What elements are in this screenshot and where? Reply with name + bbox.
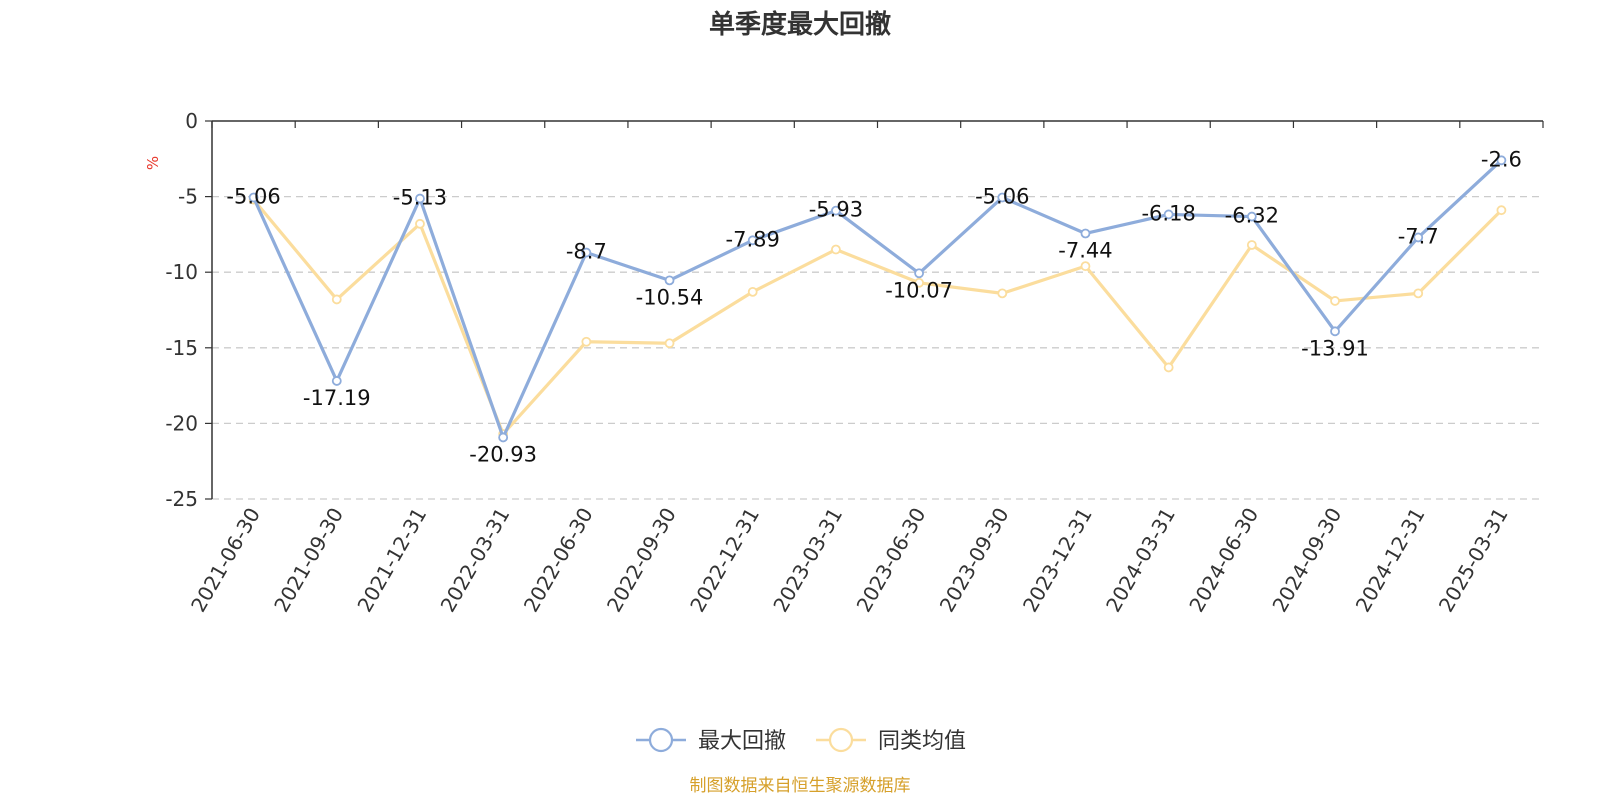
series-line <box>252 198 1503 436</box>
x-tick-label: 2021-06-30 <box>186 504 265 617</box>
data-labels: -5.06 -17.19 -5.13 -20.93 -8.7 -10.54 -7.89 -5.… <box>226 147 1521 466</box>
legend-label: 同类均值 <box>878 729 966 754</box>
data-label: -2.6 <box>1481 147 1522 171</box>
x-tick-label: 2024-06-30 <box>1184 504 1263 617</box>
legend-item[interactable]: 最大回撤 <box>636 727 786 754</box>
x-tick-label: 2023-06-30 <box>852 504 931 617</box>
x-tick-label: 2024-12-31 <box>1351 504 1430 617</box>
y-axis-unit-label: % <box>144 156 162 170</box>
legend-marker-icon <box>648 727 674 753</box>
data-point[interactable] <box>1496 155 1507 166</box>
data-point[interactable] <box>1080 228 1091 239</box>
series-2 <box>248 194 1507 439</box>
data-label: -7.7 <box>1398 224 1439 248</box>
data-label: -5.13 <box>393 186 447 210</box>
axes <box>211 120 1543 499</box>
y-axis-ticks: 0 -5 -10 -15 -20 -25 <box>165 109 212 511</box>
data-point[interactable] <box>664 338 675 349</box>
y-tick-label: -25 <box>165 487 198 511</box>
data-point[interactable] <box>581 336 592 347</box>
data-point[interactable] <box>415 193 425 204</box>
legend-label: 最大回撤 <box>698 729 786 754</box>
legend: 最大回撤 同类均值 <box>636 727 966 754</box>
data-label: -5.06 <box>226 185 280 209</box>
x-tick-label: 2024-09-30 <box>1267 504 1346 617</box>
y-tick-label: 0 <box>185 109 198 133</box>
grid-lines <box>212 195 1543 500</box>
y-tick-label: -15 <box>165 336 198 360</box>
data-point[interactable] <box>1080 261 1091 272</box>
data-point[interactable] <box>581 247 592 258</box>
legend-item[interactable]: 同类均值 <box>816 727 966 754</box>
data-label: -5.93 <box>809 198 863 222</box>
data-point[interactable] <box>1413 288 1424 299</box>
x-axis-ticks: 2021-06-30 2021-09-30 2021-12-31 2022-03-31… <box>186 121 1544 617</box>
x-tick-label: 2022-06-30 <box>519 504 598 617</box>
data-point[interactable] <box>1330 326 1340 337</box>
data-point[interactable] <box>1496 205 1507 216</box>
data-point[interactable] <box>747 235 758 246</box>
legend-marker-icon <box>828 727 854 753</box>
data-point[interactable] <box>415 218 425 229</box>
data-label: -20.93 <box>469 442 537 466</box>
data-point[interactable] <box>914 277 924 288</box>
y-tick-label: -5 <box>178 185 198 209</box>
data-point[interactable] <box>1163 362 1174 373</box>
x-tick-label: 2025-03-31 <box>1434 504 1513 617</box>
data-label: -6.18 <box>1141 201 1195 225</box>
x-tick-label: 2023-03-31 <box>768 504 847 617</box>
data-label: -10.07 <box>885 278 953 302</box>
series-line <box>252 159 1503 440</box>
data-point[interactable] <box>831 205 841 216</box>
data-label: -8.7 <box>566 240 607 264</box>
data-point[interactable] <box>914 268 924 279</box>
x-tick-label: 2022-03-31 <box>436 504 515 617</box>
series-1 <box>248 155 1507 443</box>
data-point[interactable] <box>331 376 342 386</box>
data-label: -6.32 <box>1225 204 1279 228</box>
data-label: -7.89 <box>726 227 780 251</box>
x-tick-label: 2021-12-31 <box>352 504 431 617</box>
data-point[interactable] <box>1246 211 1257 222</box>
data-point[interactable] <box>248 192 259 203</box>
data-point[interactable] <box>664 275 675 286</box>
data-point[interactable] <box>1330 296 1340 306</box>
data-label: -7.44 <box>1058 238 1112 262</box>
data-point[interactable] <box>498 432 509 443</box>
data-point[interactable] <box>831 244 841 255</box>
data-point[interactable] <box>997 288 1008 299</box>
series-lines <box>248 155 1507 443</box>
chart-title: 单季度最大回撤 <box>709 9 891 40</box>
x-tick-label: 2023-12-31 <box>1018 504 1097 617</box>
data-label: -17.19 <box>303 386 371 410</box>
data-point[interactable] <box>1163 209 1174 220</box>
x-tick-label: 2023-09-30 <box>935 504 1014 617</box>
data-point[interactable] <box>331 294 342 305</box>
data-point[interactable] <box>1413 232 1424 243</box>
y-tick-label: -20 <box>165 411 198 435</box>
data-label: -13.91 <box>1301 336 1369 360</box>
x-tick-label: 2021-09-30 <box>269 504 348 617</box>
data-label: -5.06 <box>975 185 1029 209</box>
x-tick-label: 2024-03-31 <box>1101 504 1180 617</box>
data-label: -10.54 <box>636 285 704 309</box>
data-source-note: 制图数据来自恒生聚源数据库 <box>690 776 911 796</box>
data-point[interactable] <box>997 192 1008 203</box>
x-tick-label: 2022-09-30 <box>602 504 681 617</box>
data-point[interactable] <box>747 286 758 297</box>
y-tick-label: -10 <box>165 260 198 284</box>
data-point[interactable] <box>1246 240 1257 250</box>
x-tick-label: 2022-12-31 <box>685 504 764 617</box>
